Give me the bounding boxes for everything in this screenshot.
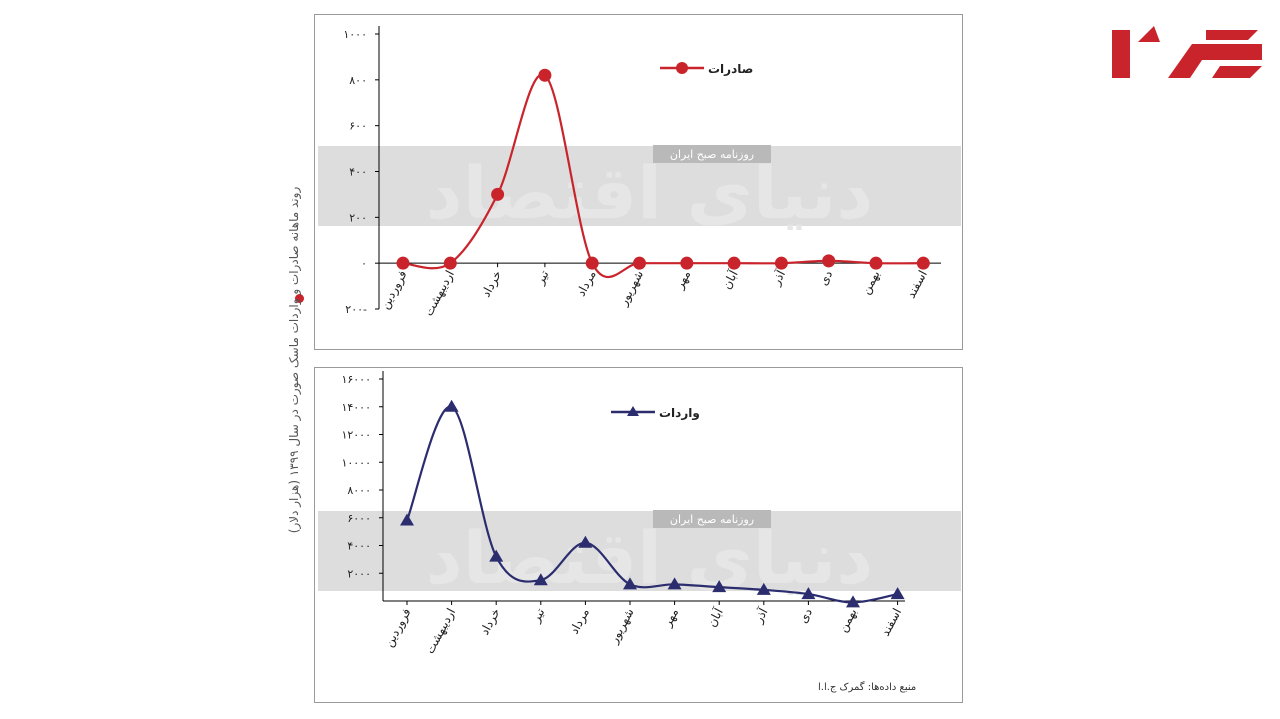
y-tick-label: ۶۰۰: [349, 120, 367, 133]
y-tick-label: ۴۰۰: [349, 166, 367, 179]
x-tick-label: شهریور: [606, 606, 637, 647]
y-tick-label: ۶۰۰۰: [347, 512, 371, 525]
x-tick-label: اسفند: [904, 268, 930, 301]
x-tick-label: بهمن: [836, 606, 861, 635]
x-tick-label: اردیبهشت: [421, 268, 457, 319]
data-point: [822, 254, 836, 268]
watermark-band: [318, 146, 961, 226]
y-tick-label: ۸۰۰: [349, 74, 367, 87]
x-tick-label: مهر: [672, 268, 694, 292]
brand-logo-icon: [1112, 26, 1262, 78]
x-tick-label: اردیبهشت: [423, 606, 459, 657]
y-tick-label: ۸۰۰۰: [347, 484, 371, 497]
data-point: [491, 187, 505, 201]
legend-label: واردات: [659, 406, 700, 421]
watermark-tag: روزنامه صبح ایران: [670, 513, 754, 526]
y-tick-label: ۱۲۰۰۰: [341, 429, 371, 442]
y-tick-label: ۱۶۰۰۰: [341, 373, 371, 386]
legend-marker: [627, 406, 639, 416]
y-tick-label: ۴۰۰۰: [347, 540, 371, 553]
data-point: [585, 256, 599, 270]
imports-chart-panel: دنیای اقتصاد روزنامه صبح ایران ۲۰۰۰ ۴۰۰۰ ۶۰۰…: [314, 367, 963, 703]
x-tick-label: فروردین: [382, 606, 415, 650]
x-tick-label: بهمن: [859, 268, 884, 297]
logo-stroke-3: [1168, 44, 1262, 78]
data-point: [667, 577, 682, 590]
x-tick-label: آبان: [719, 267, 742, 292]
y-tick-label: ۱۰۰۰: [343, 28, 367, 41]
watermark-band: [318, 511, 961, 591]
data-point: [869, 256, 883, 270]
legend-label: صادرات: [708, 62, 753, 76]
data-point: [727, 256, 741, 270]
logo-stroke-4: [1206, 30, 1258, 40]
data-point: [396, 256, 410, 270]
y-tick-label: ۲۰۰۰: [347, 567, 371, 580]
y-tick-label: ۲۰۰: [349, 211, 367, 224]
data-point: [633, 256, 646, 270]
data-point: [443, 256, 457, 270]
x-tick-label: خرداد: [479, 268, 505, 300]
legend-marker: [676, 62, 688, 74]
data-point: [623, 577, 637, 590]
y-tick-label: ۱۴۰۰۰: [341, 401, 371, 414]
data-point: [400, 513, 414, 526]
x-tick-label: تیر: [528, 606, 548, 626]
data-point: [774, 256, 788, 270]
data-point: [916, 256, 930, 270]
x-tick-label: مرداد: [567, 606, 593, 637]
data-point: [578, 535, 593, 548]
logo-stroke-5: [1212, 66, 1262, 78]
data-point: [756, 582, 771, 595]
watermark-tag-box: [653, 510, 771, 528]
title-bullet-icon: [295, 294, 304, 303]
y-tick-label: ۱۰۰۰۰: [341, 456, 371, 469]
x-tick-label: فروردین: [378, 268, 411, 312]
data-point: [533, 573, 548, 586]
x-tick-label: تیر: [532, 268, 552, 288]
x-tick-label: مرداد: [574, 268, 600, 299]
source-note: منبع داده‌ها: گمرک ج.ا.ا: [818, 682, 917, 693]
data-point: [680, 256, 694, 270]
data-point: [890, 587, 905, 600]
data-point: [538, 68, 552, 82]
data-point: [801, 587, 816, 600]
y-tick-label: ۲۰۰-: [345, 303, 367, 316]
data-point: [712, 580, 727, 593]
x-tick-label: دی: [816, 268, 835, 288]
x-tick-label: آذر: [750, 605, 772, 627]
x-tick-label: دی: [796, 606, 815, 626]
data-point: [489, 549, 504, 562]
logo-stroke-1: [1112, 30, 1130, 78]
x-tick-label: خرداد: [477, 606, 503, 638]
data-point: [444, 399, 459, 412]
watermark-tag: روزنامه صبح ایران: [670, 148, 754, 161]
x-tick-label: آبان: [704, 605, 727, 630]
y-tick-label: ۰: [361, 257, 367, 270]
x-tick-label: شهریور: [616, 268, 647, 309]
data-point: [846, 595, 860, 608]
watermark-tag-box: [653, 145, 771, 163]
x-tick-label: آذر: [768, 267, 790, 289]
x-tick-label: اسفند: [878, 606, 904, 639]
logo-stroke-2: [1138, 26, 1160, 42]
x-tick-label: مهر: [660, 606, 682, 630]
chart-side-title: روند ماهانه صادرات و واردات ماسک صورت در…: [287, 186, 301, 534]
exports-chart-panel: دنیای اقتصاد روزنامه صبح ایران ۲۰۰- ۰ ۲۰۰ ۴۰۰…: [314, 14, 963, 350]
